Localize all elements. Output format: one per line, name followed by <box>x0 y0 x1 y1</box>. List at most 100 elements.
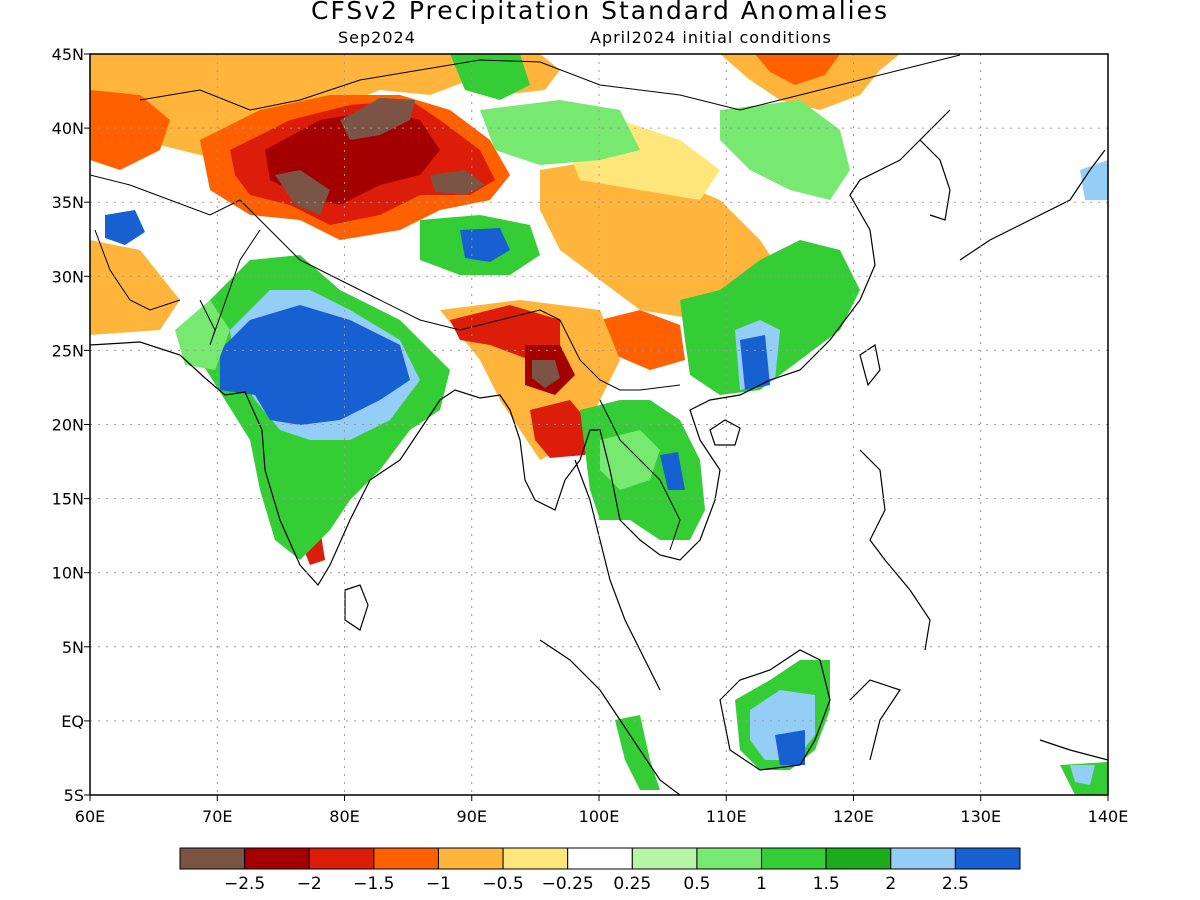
colorbar-swatch <box>631 847 698 870</box>
wet-region-india-west-light <box>175 300 230 370</box>
coastlines <box>90 109 1108 795</box>
dry-region-west <box>90 90 170 170</box>
valid-month-label: Sep2024 <box>338 28 416 47</box>
lon-tick-label: 90E <box>457 807 487 826</box>
dry-region-myanmar-extreme <box>532 360 560 388</box>
dry-region-northeast-core <box>755 54 840 85</box>
colorbar-swatch <box>696 847 763 870</box>
coastline-taiwan <box>859 344 881 387</box>
colorbar-label: −1 <box>426 874 451 894</box>
wet-field <box>105 54 1108 795</box>
colorbar-label: −2 <box>297 874 322 894</box>
coastline-hainan <box>709 419 741 446</box>
wet-region-japan <box>1080 160 1108 200</box>
colorbar-label: 2.5 <box>942 874 969 894</box>
colorbar-swatch <box>502 847 569 870</box>
colorbar-swatch <box>308 847 375 870</box>
lat-tick-label: EQ <box>61 712 84 731</box>
border-myanmar <box>559 319 681 391</box>
wet-region-borneo-core <box>775 730 805 765</box>
colorbar-swatch <box>761 847 827 870</box>
colorbar-label: −0.5 <box>482 874 523 894</box>
wet-region-new-guinea-blue <box>1070 765 1095 785</box>
border-china-north <box>139 54 961 111</box>
colorbar-label: −1.5 <box>353 874 394 894</box>
lat-tick-label: 25N <box>52 341 84 360</box>
dry-region-yunnan <box>600 310 685 370</box>
lon-tick-label: 80E <box>329 807 359 826</box>
initial-conditions-label: April2024 initial conditions <box>590 28 832 47</box>
lon-tick-label: 130E <box>960 807 1001 826</box>
colorbar-swatch <box>373 847 439 870</box>
wet-region-india-core <box>220 305 410 425</box>
colorbar-label: 1 <box>756 874 767 894</box>
dry-region-tibet-extreme-1 <box>340 98 415 140</box>
coastline-korea <box>919 139 951 221</box>
colorbar-swatch <box>244 847 310 870</box>
colorbar-swatch <box>437 847 504 870</box>
colorbar <box>179 847 1021 870</box>
latitude-labels: 5S EQ 5N 10N 15N 20N 25N 30N 35N 40N 45N <box>52 45 84 805</box>
lon-tick-label: 100E <box>579 807 620 826</box>
dry-region-tibet-extreme-3 <box>430 170 485 195</box>
coastline-japan <box>959 149 1106 261</box>
border-central-asia <box>90 174 241 216</box>
wet-region-northeast-china <box>720 100 850 200</box>
lon-tick-label: 120E <box>833 807 874 826</box>
axis-ticks <box>84 53 1109 801</box>
lat-tick-label: 35N <box>52 193 84 212</box>
map-title: CFSv2 Precipitation Standard Anomalies <box>310 0 889 25</box>
dry-region-northeast <box>720 54 900 110</box>
wet-region-north-green <box>450 54 530 100</box>
colorbar-label: 2 <box>885 874 896 894</box>
border-iran-afghanistan <box>94 229 181 311</box>
lat-tick-label: 45N <box>52 45 84 64</box>
colorbar-swatch <box>954 847 1021 870</box>
lon-tick-label: 70E <box>202 807 232 826</box>
coastline-new-guinea <box>1039 739 1108 761</box>
lat-tick-label: 10N <box>52 564 84 583</box>
lon-tick-label: 140E <box>1088 807 1129 826</box>
lat-tick-label: 40N <box>52 119 84 138</box>
lon-tick-label: 60E <box>75 807 105 826</box>
wet-region-south-china <box>680 240 860 395</box>
longitude-labels: 60E 70E 80E 90E 100E 110E 120E 130E 140E <box>75 807 1129 826</box>
border-india-pakistan <box>199 229 261 346</box>
colorbar-swatch <box>567 847 633 870</box>
dry-region-tibet-extreme-2 <box>275 170 330 215</box>
country-borders <box>90 54 961 551</box>
lat-tick-label: 20N <box>52 416 84 435</box>
lat-tick-label: 5N <box>62 638 84 657</box>
coastline-sumatra <box>539 639 681 795</box>
dry-region-china-central <box>540 160 780 320</box>
lat-tick-label: 30N <box>52 267 84 286</box>
coastline-philippines <box>859 449 931 651</box>
wet-region-indochina-light <box>600 430 660 490</box>
colorbar-labels: −2.5 −2 −1.5 −1 −0.5 −0.25 0.25 0.5 1 1.5 2 2.5 <box>224 874 969 894</box>
colorbar-label: 0.5 <box>683 874 710 894</box>
gridlines <box>90 54 1108 795</box>
dry-region-thailand <box>530 400 595 458</box>
wet-region-laos-blue <box>660 452 685 490</box>
colorbar-swatch <box>179 847 246 870</box>
coastline-malay-peninsula <box>574 459 661 691</box>
coastline-sulawesi <box>849 679 901 761</box>
colorbar-swatch <box>890 847 956 870</box>
lon-tick-label: 110E <box>706 807 747 826</box>
coastline-arabian-sea-india <box>90 109 951 587</box>
wet-region-west-blue <box>105 210 145 245</box>
lat-tick-label: 5S <box>64 786 84 805</box>
border-himalaya <box>239 199 561 331</box>
colorbar-label: −0.25 <box>542 874 594 894</box>
wet-region-tibet-east-blue <box>460 228 510 262</box>
colorbar-label: 0.25 <box>613 874 651 894</box>
colorbar-swatch <box>825 847 892 870</box>
lat-tick-label: 15N <box>52 490 84 509</box>
colorbar-label: 1.5 <box>813 874 840 894</box>
coastline-borneo <box>719 649 831 771</box>
wet-region-mongolia <box>480 100 640 165</box>
coastline-sri-lanka <box>344 584 369 631</box>
dry-region-afghanistan <box>90 240 180 335</box>
border-indochina <box>599 399 681 551</box>
